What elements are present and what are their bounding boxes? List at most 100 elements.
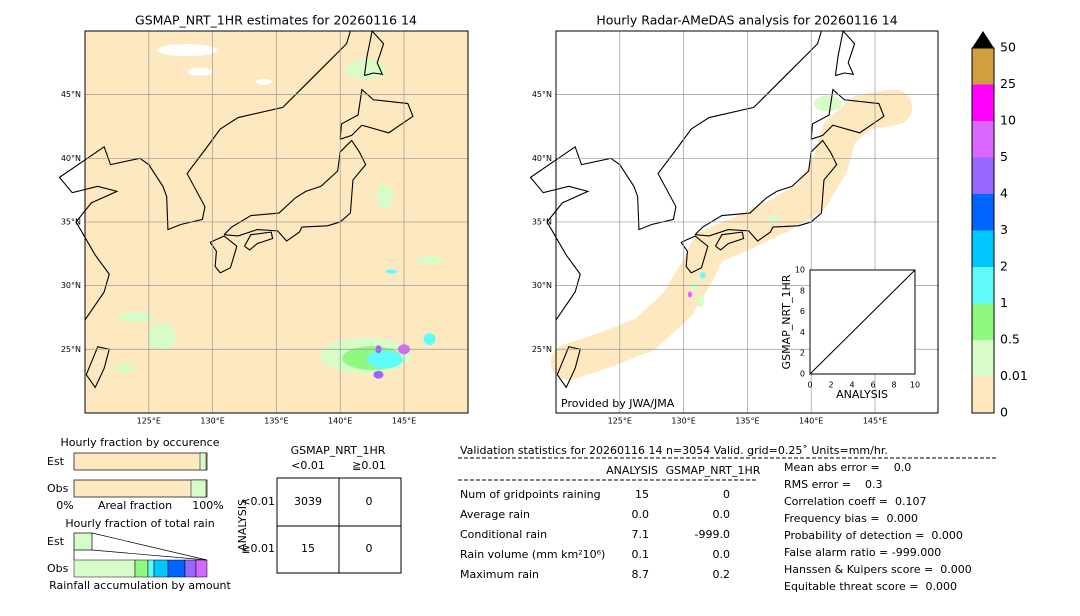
cbar-swatch <box>972 121 994 158</box>
frac-axis: 100% <box>192 499 223 512</box>
left-map-frame <box>84 30 469 414</box>
frac-axis: Areal fraction <box>98 499 172 512</box>
coastline <box>363 29 385 77</box>
coastline <box>810 88 885 140</box>
no-data <box>255 78 272 85</box>
row-label: Obs <box>47 482 69 495</box>
val-value: 0 <box>723 488 730 501</box>
val-value: 15 <box>635 488 649 501</box>
no-data <box>157 44 218 57</box>
score: Frequency bias = 0.000 <box>784 512 918 525</box>
inset-ytick: 10 <box>795 266 805 275</box>
cbar-label: 1 <box>1000 295 1008 310</box>
inset-xtick: 8 <box>891 381 896 390</box>
frac-bar <box>199 452 207 471</box>
lon-label: 145°E <box>392 417 416 426</box>
link <box>91 549 208 561</box>
tot-bar <box>167 559 186 578</box>
val-label: Maximum rain <box>460 568 539 581</box>
score: Hanssen & Kuipers score = 0.000 <box>784 563 972 576</box>
val-value: 0.0 <box>713 548 731 561</box>
cbar-frame <box>971 47 995 414</box>
ct-col: <0.01 <box>291 459 325 472</box>
cbar-swatch <box>972 376 994 413</box>
coastline <box>244 231 274 251</box>
credit: Provided by JWA/JMA <box>561 397 675 410</box>
rain-area <box>415 256 444 265</box>
ct-cell: 3039 <box>294 495 322 508</box>
lat-label: 45°N <box>61 90 81 99</box>
lat-label: 25°N <box>61 345 81 354</box>
score: Correlation coeff = 0.107 <box>784 495 926 508</box>
coastline <box>680 235 709 274</box>
lat-label: 25°N <box>532 345 552 354</box>
tot-bar <box>153 559 169 578</box>
coastline <box>556 346 581 389</box>
lon-label: 130°E <box>200 417 224 426</box>
val-header: Validation statistics for 20260116 14 n=… <box>460 444 888 457</box>
score: RMS error = 0.3 <box>784 478 882 491</box>
rain-area <box>373 370 384 379</box>
inset-ytick: 8 <box>800 286 805 295</box>
inset-ytick: 6 <box>800 307 805 316</box>
cbar-label: 2 <box>1000 259 1008 274</box>
cbar-label: 5 <box>1000 149 1008 164</box>
frac-bar <box>73 479 208 498</box>
rain-area <box>118 312 155 323</box>
rain-area <box>385 269 398 274</box>
cbar-swatch <box>972 48 994 85</box>
inset-xtick: 0 <box>807 381 812 390</box>
rain-area <box>147 322 176 351</box>
right-title: Hourly Radar-AMeDAS analysis for 2026011… <box>596 13 897 28</box>
row-label: Est <box>47 455 65 468</box>
val-value: 7.1 <box>632 528 650 541</box>
frac-bar <box>190 479 207 498</box>
occ-title: Hourly fraction by occurence <box>61 436 220 449</box>
score: Probability of detection = 0.000 <box>784 529 963 542</box>
row-label: Est <box>47 535 65 548</box>
rain-area <box>687 291 692 298</box>
lat-label: 35°N <box>61 217 81 226</box>
val-label: Rain volume (mm km²10⁶) <box>460 548 605 561</box>
cbar-swatch <box>972 340 994 377</box>
val-value: 0.0 <box>713 508 731 521</box>
val-label: Conditional rain <box>460 528 547 541</box>
tot-bar <box>134 559 149 578</box>
inset-ytick: 0 <box>800 370 805 379</box>
score: False alarm ratio = -999.000 <box>784 546 941 559</box>
val-label: Average rain <box>460 508 530 521</box>
cbar-swatch <box>972 84 994 121</box>
cbar-label: 0 <box>1000 405 1008 420</box>
tot-bar <box>73 559 136 578</box>
rain-area <box>696 294 705 307</box>
frac-axis: 0% <box>56 499 73 512</box>
cbar-swatch <box>972 157 994 194</box>
row-label: Obs <box>47 562 69 575</box>
cbar-extend <box>972 31 994 48</box>
inset-ytick: 4 <box>800 328 805 337</box>
coastline <box>694 139 838 242</box>
ct-title: GSMAP_NRT_1HR <box>291 444 386 457</box>
lat-label: 45°N <box>532 90 552 99</box>
cbar-label: 0.5 <box>1000 332 1020 347</box>
tot-bar <box>73 532 93 551</box>
left-map: 125°E 130°E 135°E 140°E 145°E 45°N 40°N 35°N 30°… <box>58 29 468 426</box>
cbar-swatch <box>972 194 994 231</box>
val-value: -999.0 <box>695 528 730 541</box>
lat-label: 30°N <box>61 281 81 290</box>
cbar-swatch <box>972 230 994 267</box>
cbar-label: 3 <box>1000 222 1008 237</box>
val-value: 0.2 <box>713 568 731 581</box>
ct-row: ≧0.01 <box>241 542 275 555</box>
lat-label: 30°N <box>532 281 552 290</box>
lon-label: 140°E <box>328 417 352 426</box>
coastline <box>209 235 238 274</box>
rain-area <box>764 215 781 222</box>
ct-col: ≧0.01 <box>352 459 386 472</box>
lon-label: 130°E <box>671 417 695 426</box>
rain-area <box>376 184 393 209</box>
ct-cell: 0 <box>366 495 373 508</box>
cbar-label: 10 <box>1000 113 1016 128</box>
lon-label: 135°E <box>735 417 759 426</box>
